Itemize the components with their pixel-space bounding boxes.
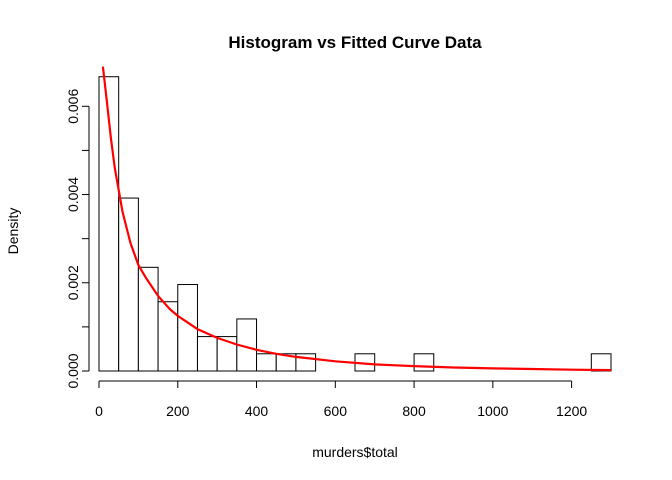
chart-title: Histogram vs Fitted Curve Data (228, 33, 482, 52)
fitted-curve (101, 66, 612, 372)
x-axis: 0 200 400 600 800 1000 1200 (95, 380, 587, 419)
x-axis-label: murders$total (312, 444, 398, 460)
y-tick-label-6: 0.006 (65, 89, 81, 124)
histogram-bar-8 (256, 353, 277, 372)
histogram-bar-25 (590, 353, 612, 372)
histogram-bar-16 (413, 353, 435, 372)
x-tick-label-3: 600 (324, 403, 348, 419)
x-tick-label-4: 800 (402, 403, 426, 419)
x-tick-label-6: 1200 (556, 403, 587, 419)
y-tick-label-0: 0.000 (65, 353, 81, 388)
y-axis-label: Density (5, 208, 21, 255)
histogram-bars (98, 76, 612, 372)
x-tick-label-0: 0 (95, 403, 103, 419)
histogram-bar-5 (196, 336, 218, 372)
x-tick-label-5: 1000 (477, 403, 508, 419)
y-tick-label-4: 0.004 (65, 177, 81, 212)
x-tick-label-2: 400 (245, 403, 269, 419)
y-axis: 0.000 0.002 0.004 0.006 (65, 89, 90, 389)
histogram-bar-1 (118, 197, 139, 372)
x-tick-label-1: 200 (166, 403, 190, 419)
y-tick-label-2: 0.002 (65, 265, 81, 300)
